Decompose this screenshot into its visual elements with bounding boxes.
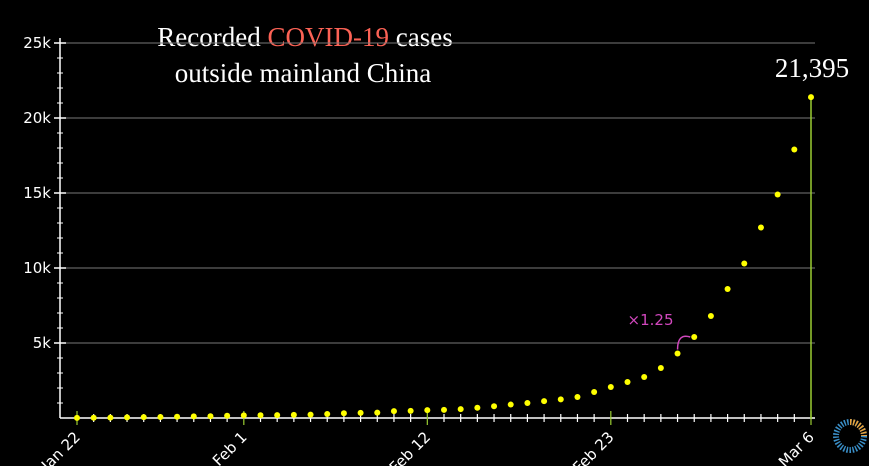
y-tick-label: 10k <box>23 259 51 277</box>
x-tick-label: Mar 6 <box>775 428 818 466</box>
point <box>541 398 548 405</box>
x-tick-label: Feb 12 <box>386 428 434 466</box>
title-highlight: COVID-19 <box>267 22 389 52</box>
spinner <box>833 419 867 453</box>
point <box>107 414 114 421</box>
point <box>257 412 264 419</box>
point <box>524 400 531 407</box>
y-tick-label: 20k <box>23 109 51 127</box>
point <box>474 404 481 411</box>
point <box>707 313 714 319</box>
x-tick-label: Feb 1 <box>209 428 251 466</box>
point <box>140 414 147 421</box>
point <box>90 414 97 421</box>
point <box>724 286 731 292</box>
point <box>424 407 431 414</box>
point <box>240 412 247 419</box>
point <box>441 406 447 413</box>
point <box>741 260 748 267</box>
chart-title: Recorded COVID-19 cases <box>157 22 452 52</box>
point <box>691 334 698 340</box>
annotation-arc <box>676 335 691 350</box>
point <box>808 94 814 101</box>
point <box>274 412 281 419</box>
point <box>657 365 664 372</box>
y-tick-label: 15k <box>23 184 51 202</box>
point <box>774 191 781 198</box>
annotation-text: ×1.25 <box>628 311 674 329</box>
point <box>757 224 764 231</box>
point <box>624 379 631 385</box>
point <box>674 350 681 357</box>
point <box>307 411 314 418</box>
point <box>491 403 498 410</box>
point <box>457 406 464 413</box>
y-tick-label: 5k <box>33 334 52 352</box>
point <box>641 374 648 381</box>
point <box>324 411 331 418</box>
y-tick-label: 25k <box>23 34 51 52</box>
point <box>607 384 614 391</box>
point <box>290 411 297 418</box>
point <box>390 408 397 415</box>
chart-subtitle: outside mainland China <box>175 58 431 88</box>
point <box>557 396 564 403</box>
point <box>507 401 514 408</box>
point <box>357 409 364 416</box>
value-label: 21,395 <box>775 53 849 83</box>
point <box>574 394 581 400</box>
point <box>124 414 131 421</box>
point <box>174 413 181 420</box>
point <box>157 414 164 421</box>
x-tick-label: Feb 23 <box>569 428 617 466</box>
point <box>340 410 347 417</box>
point <box>190 413 197 420</box>
title-part: cases <box>396 22 453 52</box>
point <box>74 414 80 421</box>
point <box>374 409 381 416</box>
x-tick-label: Jan 22 <box>37 428 84 466</box>
point <box>207 413 214 420</box>
point <box>591 389 598 396</box>
spinner-ring <box>833 419 867 453</box>
title-part: Recorded <box>157 22 261 52</box>
point <box>791 146 798 153</box>
point <box>224 412 231 419</box>
point <box>407 407 414 414</box>
